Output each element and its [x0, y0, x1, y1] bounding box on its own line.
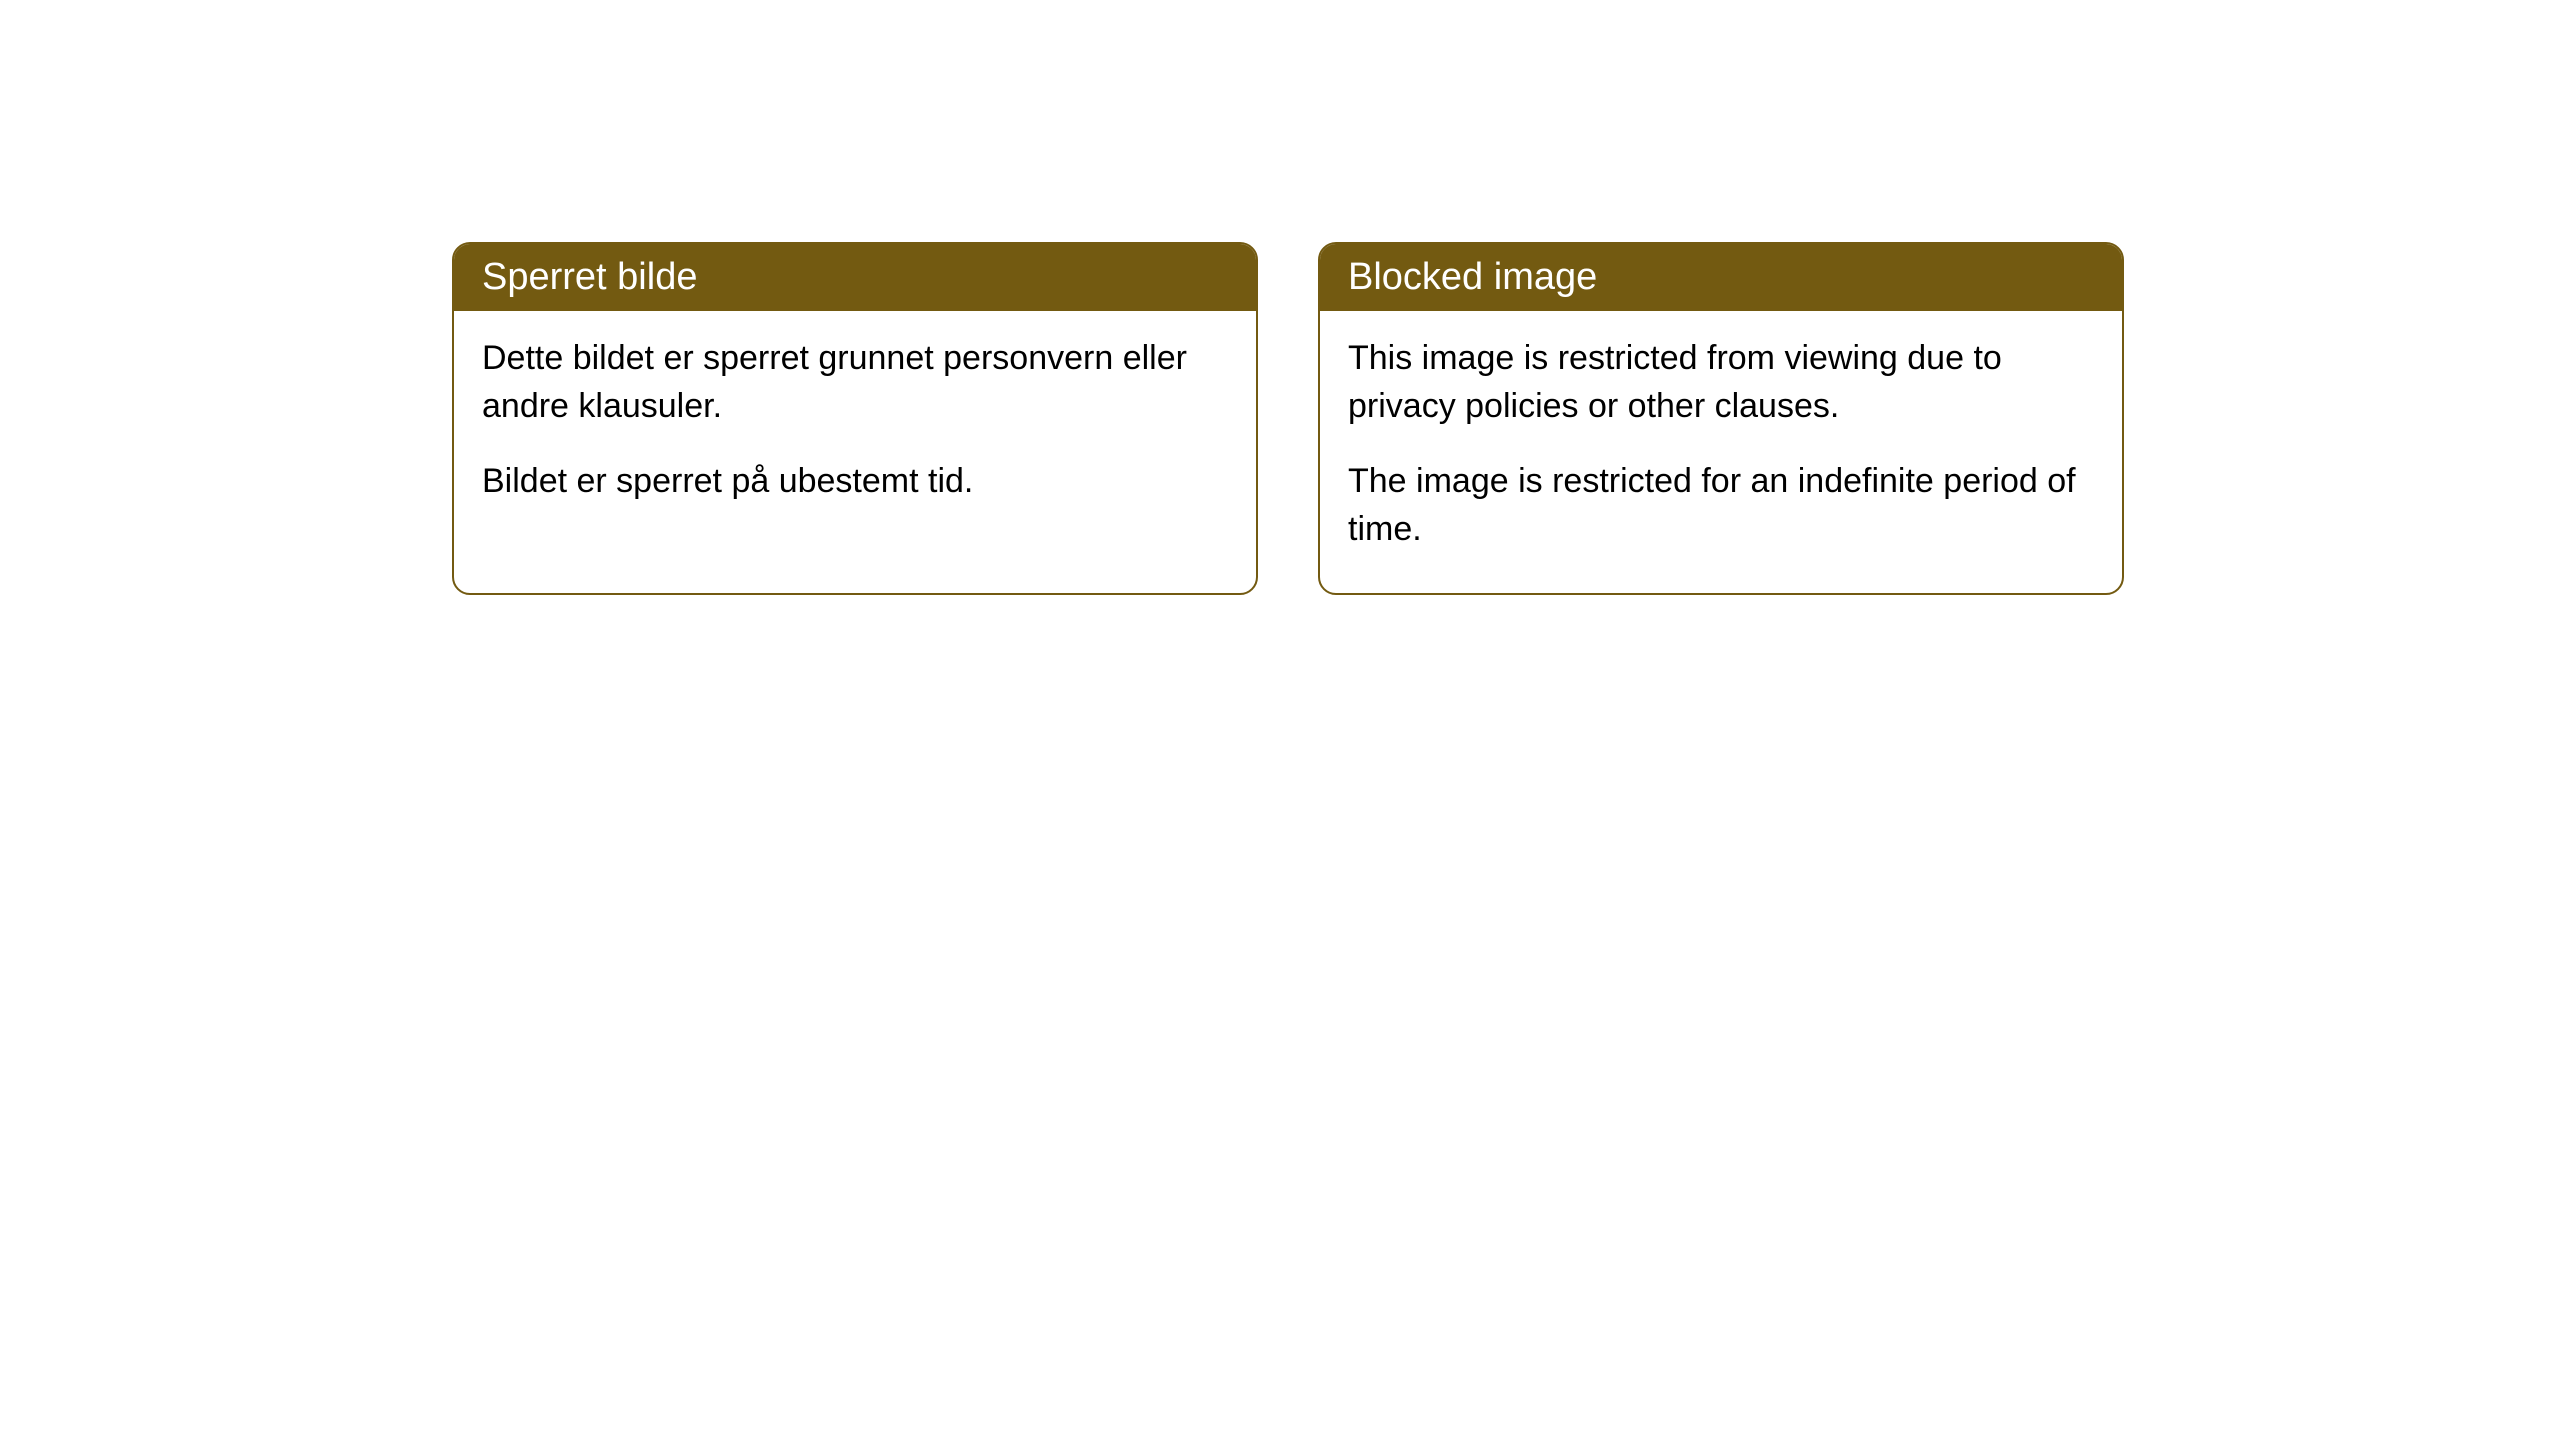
- card-body-english: This image is restricted from viewing du…: [1320, 311, 2122, 593]
- card-header-english: Blocked image: [1320, 244, 2122, 311]
- card-header-norwegian: Sperret bilde: [454, 244, 1256, 311]
- card-body-norwegian: Dette bildet er sperret grunnet personve…: [454, 311, 1256, 546]
- card-title-norwegian: Sperret bilde: [482, 256, 697, 298]
- card-text-norwegian-1: Dette bildet er sperret grunnet personve…: [482, 335, 1228, 430]
- card-text-english-1: This image is restricted from viewing du…: [1348, 335, 2094, 430]
- card-text-english-2: The image is restricted for an indefinit…: [1348, 458, 2094, 553]
- notice-cards-container: Sperret bilde Dette bildet er sperret gr…: [452, 242, 2124, 595]
- notice-card-norwegian: Sperret bilde Dette bildet er sperret gr…: [452, 242, 1258, 595]
- notice-card-english: Blocked image This image is restricted f…: [1318, 242, 2124, 595]
- card-title-english: Blocked image: [1348, 256, 1597, 298]
- card-text-norwegian-2: Bildet er sperret på ubestemt tid.: [482, 458, 1228, 506]
